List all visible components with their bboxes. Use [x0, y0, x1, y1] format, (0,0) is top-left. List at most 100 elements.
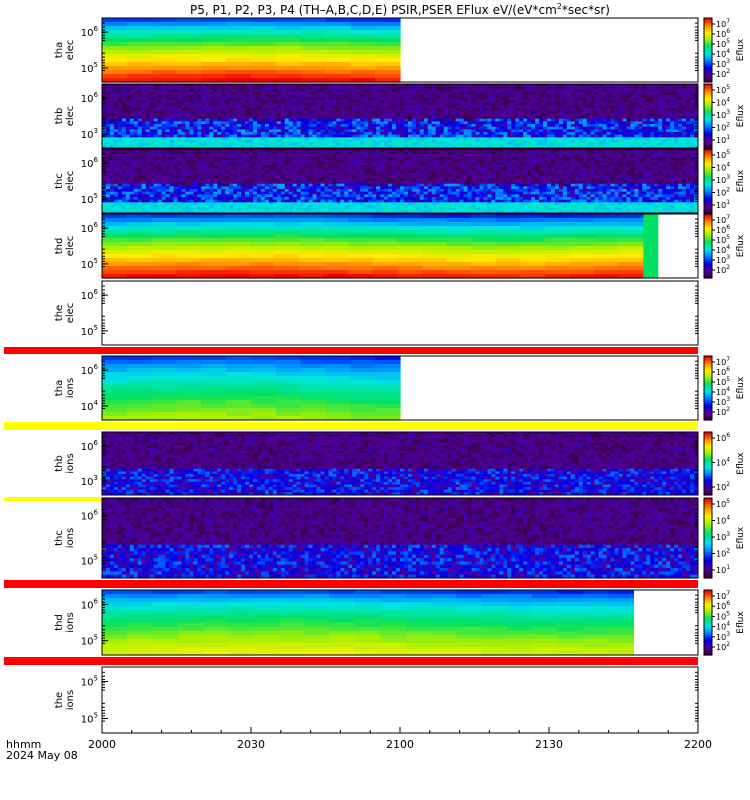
- spectrogram-cell: [201, 70, 227, 75]
- spectrogram-cell: [260, 186, 266, 190]
- spectrogram-cell: [137, 84, 143, 88]
- spectrogram-cell: [141, 183, 147, 187]
- spectrogram-cell: [102, 78, 128, 83]
- spectrogram-cell: [169, 159, 175, 163]
- spectrogram-cell: [459, 94, 465, 98]
- spectrogram-cell: [205, 207, 210, 211]
- spectrogram-cell: [325, 70, 351, 75]
- spectrogram-cell: [233, 181, 238, 185]
- spectrogram-cell: [479, 142, 484, 146]
- spectrogram-cell: [201, 92, 206, 96]
- spectrogram-cell: [535, 84, 540, 88]
- spectrogram-cell: [535, 121, 540, 125]
- spectrogram-cell: [455, 100, 461, 104]
- spectrogram-cell: [276, 134, 282, 138]
- spectrogram-cell: [415, 105, 421, 109]
- spectrogram-cell: [686, 102, 691, 106]
- spectrogram-cell: [117, 207, 123, 211]
- spectrogram-cell: [133, 162, 139, 166]
- spectrogram-cell: [666, 110, 671, 114]
- spectrogram-cell: [427, 84, 433, 88]
- spectrogram-cell: [229, 149, 234, 153]
- spectrogram-cell: [300, 134, 306, 138]
- spectrogram-cell: [260, 205, 266, 209]
- spectrogram-cell: [264, 105, 270, 109]
- spectrogram-cell: [102, 189, 107, 193]
- spectrogram-cell: [570, 126, 576, 130]
- spectrogram-cell: [350, 46, 376, 51]
- spectrogram-cell: [332, 94, 337, 98]
- spectrogram-cell: [113, 105, 119, 109]
- spectrogram-cell: [237, 84, 242, 88]
- spectrogram-cell: [264, 108, 270, 112]
- spectrogram-cell: [249, 205, 254, 209]
- spectrogram-cell: [610, 129, 616, 133]
- spectrogram-cell: [252, 116, 258, 120]
- spectrogram-cell: [554, 124, 560, 128]
- spectrogram-cell: [682, 116, 687, 120]
- spectrogram-cell: [102, 92, 107, 96]
- spectrogram-cell: [264, 149, 270, 153]
- spectrogram-cell: [618, 86, 623, 90]
- spectrogram-cell: [463, 121, 469, 125]
- spectrogram-cell: [241, 154, 246, 158]
- spectrogram-cell: [129, 194, 135, 198]
- spectrogram-cell: [447, 89, 453, 93]
- spectrogram-cell: [427, 118, 433, 122]
- spectrogram-cell: [252, 92, 258, 96]
- spectrogram-cell: [547, 105, 552, 109]
- spectrogram-cell: [503, 132, 508, 136]
- spectrogram-cell: [113, 202, 119, 206]
- spectrogram-cell: [316, 134, 322, 138]
- spectrogram-cell: [153, 183, 159, 187]
- spectrogram-cell: [292, 118, 298, 122]
- spectrogram-cell: [586, 89, 592, 93]
- spectrogram-cell: [407, 140, 413, 144]
- spectrogram-cell: [296, 94, 302, 98]
- spectrogram-cell: [690, 142, 695, 146]
- spectrogram-cell: [197, 197, 202, 201]
- spectrogram-cell: [435, 145, 441, 149]
- spectrogram-cell: [280, 124, 286, 128]
- spectrogram-cell: [419, 113, 425, 117]
- spectrogram-cell: [634, 124, 639, 128]
- spectrogram-cell: [325, 30, 351, 35]
- spectrogram-cell: [153, 197, 159, 201]
- spectrogram-cell: [435, 108, 441, 112]
- spectrogram-cell: [638, 124, 643, 128]
- spectrogram-cell: [241, 86, 246, 90]
- spectrogram-cell: [252, 170, 258, 174]
- spectrogram-cell: [400, 94, 405, 98]
- spectrogram-cell: [117, 210, 123, 214]
- spectrogram-cell: [268, 142, 274, 146]
- spectrogram-cell: [558, 84, 564, 88]
- spectrogram-cell: [109, 183, 115, 187]
- spectrogram-cell: [396, 126, 401, 130]
- spectrogram-cell: [201, 97, 206, 101]
- colorbar-swatch: [704, 75, 712, 78]
- spectrogram-cell: [594, 140, 600, 144]
- spectrogram-cell: [316, 102, 322, 106]
- spectrogram-cell: [554, 116, 560, 120]
- spectrogram-cell: [225, 86, 230, 90]
- spectrogram-cell: [129, 162, 135, 166]
- spectrogram-cell: [217, 183, 222, 187]
- spectrogram-cell: [205, 118, 210, 122]
- spectrogram-cell: [519, 124, 524, 128]
- spectrogram-cell: [495, 118, 500, 122]
- spectrogram-cell: [145, 108, 151, 112]
- spectrogram-cell: [325, 78, 351, 83]
- spectrogram-cell: [626, 126, 631, 130]
- spectrogram-cell: [252, 199, 258, 203]
- colorbar-swatch: [704, 127, 712, 130]
- spectrogram-cell: [237, 197, 242, 201]
- spectrogram-cell: [324, 86, 329, 90]
- spectrogram-cell: [126, 70, 153, 75]
- spectrogram-cell: [427, 92, 433, 96]
- spectrogram-cell: [221, 100, 226, 104]
- spectrogram-cell: [475, 129, 480, 133]
- spectrogram-cell: [197, 140, 202, 144]
- spectrogram-cell: [229, 191, 234, 195]
- spectrogram-cell: [245, 151, 250, 155]
